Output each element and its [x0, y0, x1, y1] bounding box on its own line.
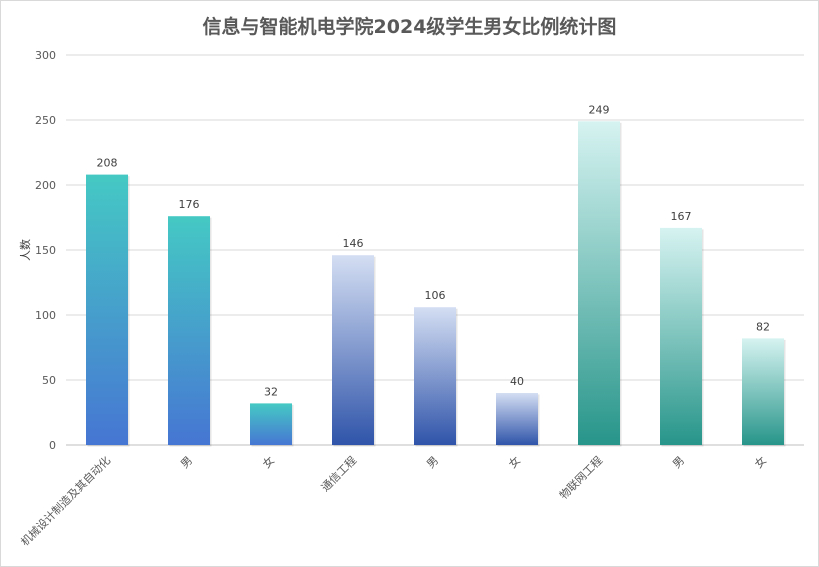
y-tick-label: 250 [35, 114, 56, 127]
x-tick-label: 女 [259, 453, 277, 471]
x-tick-label: 男 [424, 454, 441, 471]
x-axis-ticks: 机械设计制造及其自动化 男 女 通信工程 男 女 物联网工程 男 女 [18, 453, 769, 548]
bar [496, 393, 538, 445]
y-tick-label: 300 [35, 49, 56, 62]
bars [86, 121, 786, 447]
x-tick-label: 通信工程 [319, 454, 359, 494]
chart-title: 信息与智能机电学院2024级学生男女比例统计图 [202, 16, 617, 38]
x-tick-label: 机械设计制造及其自动化 [18, 453, 113, 548]
x-tick-label: 男 [670, 454, 687, 471]
data-label: 32 [264, 385, 278, 398]
data-label: 249 [589, 103, 610, 116]
data-label: 208 [97, 157, 118, 170]
y-tick-label: 150 [35, 244, 56, 257]
y-tick-label: 100 [35, 309, 56, 322]
bar [332, 255, 374, 445]
x-tick-label: 物联网工程 [556, 453, 605, 502]
x-tick-label: 男 [178, 454, 195, 471]
data-label: 40 [510, 375, 524, 388]
y-tick-label: 0 [49, 439, 56, 452]
bar [250, 403, 292, 445]
data-label: 82 [756, 320, 770, 333]
y-axis-ticks: 0 50 100 150 200 250 300 [35, 49, 56, 452]
bar [414, 307, 456, 445]
bar [578, 121, 620, 446]
x-tick-label: 女 [751, 453, 769, 471]
y-tick-label: 50 [42, 374, 56, 387]
data-label: 106 [425, 289, 446, 302]
bar [742, 338, 784, 445]
data-labels: 208 176 32 146 106 40 249 167 82 [97, 103, 771, 398]
bar [660, 227, 702, 445]
x-tick-label: 女 [505, 453, 523, 471]
data-label: 176 [179, 198, 200, 211]
bar [168, 216, 210, 445]
y-tick-label: 200 [35, 179, 56, 192]
bar [86, 174, 128, 445]
data-label: 146 [343, 237, 364, 250]
data-label: 167 [671, 210, 692, 223]
